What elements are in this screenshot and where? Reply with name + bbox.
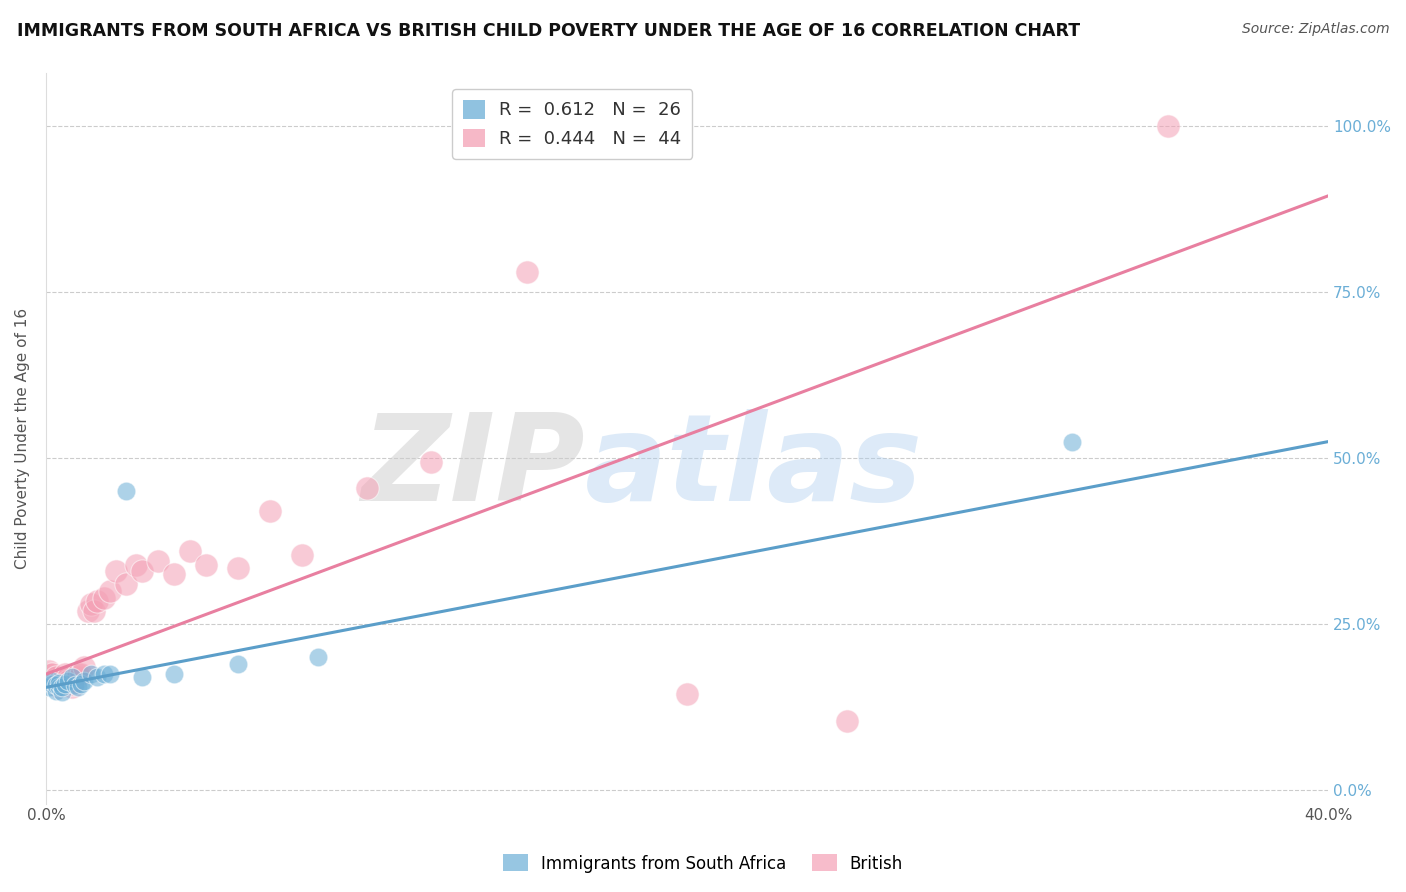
Point — [226, 657, 249, 672]
Point — [51, 673, 73, 688]
Point — [163, 567, 186, 582]
Point — [93, 667, 115, 681]
Point — [98, 667, 121, 681]
Point — [41, 677, 63, 691]
Point — [53, 677, 76, 691]
Point — [516, 265, 538, 279]
Point — [45, 677, 67, 691]
Point — [105, 564, 128, 578]
Legend: R =  0.612   N =  26, R =  0.444   N =  44: R = 0.612 N = 26, R = 0.444 N = 44 — [453, 89, 693, 159]
Y-axis label: Child Poverty Under the Age of 16: Child Poverty Under the Age of 16 — [15, 308, 30, 569]
Point — [163, 667, 186, 681]
Point — [83, 604, 105, 618]
Text: Source: ZipAtlas.com: Source: ZipAtlas.com — [1241, 22, 1389, 37]
Text: ZIP: ZIP — [361, 409, 585, 526]
Point — [48, 681, 70, 695]
Point — [48, 681, 70, 695]
Point — [131, 670, 153, 684]
Point — [115, 484, 138, 499]
Point — [98, 584, 121, 599]
Point — [51, 681, 73, 695]
Point — [58, 670, 80, 684]
Point — [66, 670, 89, 684]
Point — [259, 504, 281, 518]
Point — [60, 670, 83, 684]
Point — [73, 660, 96, 674]
Point — [131, 564, 153, 578]
Point — [676, 687, 699, 701]
Point — [48, 673, 70, 688]
Point — [307, 650, 329, 665]
Point — [51, 678, 73, 692]
Point — [70, 667, 93, 681]
Point — [58, 673, 80, 688]
Point — [60, 681, 83, 695]
Text: atlas: atlas — [585, 409, 922, 526]
Point — [66, 681, 89, 695]
Point — [73, 673, 96, 688]
Point — [76, 604, 98, 618]
Point — [1157, 119, 1180, 133]
Point — [38, 681, 60, 695]
Point — [93, 591, 115, 605]
Point — [125, 558, 148, 572]
Point — [66, 667, 89, 681]
Point — [86, 594, 108, 608]
Point — [41, 667, 63, 681]
Point — [837, 714, 859, 728]
Point — [80, 598, 103, 612]
Point — [146, 554, 169, 568]
Point — [58, 673, 80, 688]
Point — [41, 673, 63, 688]
Point — [45, 678, 67, 692]
Point — [356, 481, 378, 495]
Point — [38, 667, 60, 681]
Point — [45, 683, 67, 698]
Point — [195, 558, 218, 572]
Point — [70, 677, 93, 691]
Point — [86, 670, 108, 684]
Point — [1060, 434, 1083, 449]
Point — [80, 667, 103, 681]
Point — [48, 675, 70, 690]
Point — [45, 670, 67, 684]
Point — [63, 678, 86, 692]
Point — [41, 673, 63, 688]
Point — [60, 677, 83, 691]
Point — [226, 561, 249, 575]
Point — [38, 664, 60, 678]
Point — [53, 670, 76, 684]
Point — [115, 577, 138, 591]
Point — [419, 454, 441, 468]
Point — [63, 673, 86, 688]
Point — [179, 544, 201, 558]
Legend: Immigrants from South Africa, British: Immigrants from South Africa, British — [496, 847, 910, 880]
Point — [51, 685, 73, 699]
Point — [53, 667, 76, 681]
Point — [291, 548, 314, 562]
Text: IMMIGRANTS FROM SOUTH AFRICA VS BRITISH CHILD POVERTY UNDER THE AGE OF 16 CORREL: IMMIGRANTS FROM SOUTH AFRICA VS BRITISH … — [17, 22, 1080, 40]
